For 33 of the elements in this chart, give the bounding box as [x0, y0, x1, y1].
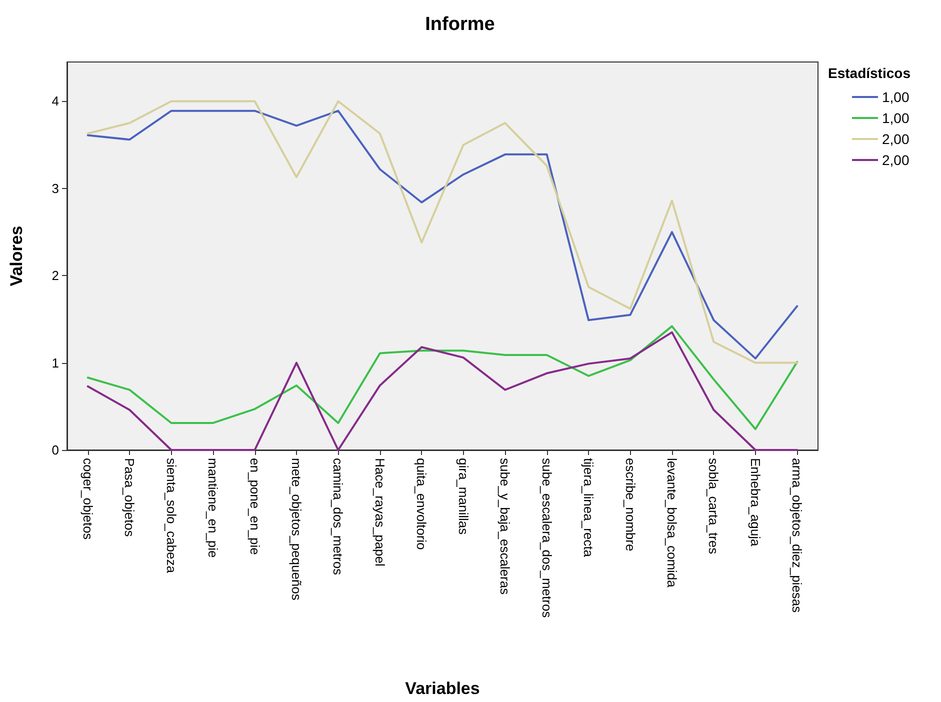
- x-tick-label: coger_objetos: [80, 458, 96, 540]
- x-tick-label: tijera_linea_recta: [581, 458, 596, 558]
- x-tick-label: Enhebra_aguja: [748, 458, 763, 547]
- x-tick-label: en_pone_en_pie: [247, 458, 262, 555]
- x-tick-label: gira_manillas: [456, 458, 471, 536]
- y-tick-label: 3: [52, 180, 59, 196]
- y-tick-label: 2: [52, 268, 59, 284]
- y-tick-label: 1: [52, 355, 59, 370]
- legend-label: 1,00: [882, 89, 910, 105]
- x-tick-label: mantiene_en_pie: [206, 458, 221, 558]
- legend-label: 2,00: [882, 131, 910, 147]
- legend-label: 2,00: [882, 152, 910, 168]
- y-axis-title: Valores: [7, 226, 26, 286]
- x-tick-label: arma_objetos_diez_piesas: [790, 458, 805, 614]
- y-tick-label: 4: [52, 94, 59, 109]
- x-tick-label: escribe_nombre: [622, 458, 638, 552]
- x-tick-label: Hace_rayas_papel: [372, 458, 388, 567]
- chart-title: Informe: [425, 14, 495, 35]
- x-tick-label: sube_escalera_dos_metros: [539, 458, 554, 618]
- x-tick-label: quita_envoltorio: [414, 458, 430, 550]
- x-tick-label: sobla_carta_tres: [706, 458, 722, 555]
- y-tick-label: 0: [52, 442, 59, 458]
- x-axis-title: Variables: [405, 679, 480, 698]
- legend-label: 1,00: [882, 110, 910, 126]
- legend-title: Estadísticos: [828, 65, 911, 81]
- line-series: [86, 325, 798, 430]
- x-tick-label: levante_bolsa_comida: [664, 458, 680, 588]
- x-tick-label: sube_y_baja_escaleras: [498, 458, 513, 596]
- x-tick-label: Pasa_objetos: [122, 458, 138, 538]
- line-series: [86, 331, 798, 451]
- x-tick-label: camina_dos_metros: [330, 458, 346, 576]
- x-tick-label: mete_objetos_pequeños: [288, 458, 304, 601]
- x-tick-label: sienta_solo_cabeza: [164, 458, 179, 574]
